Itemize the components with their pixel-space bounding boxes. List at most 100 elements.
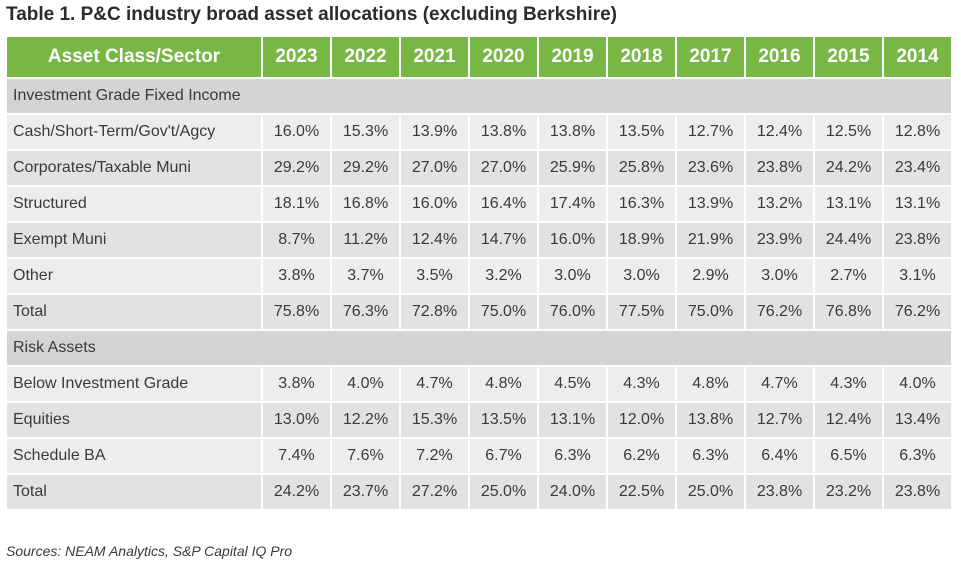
row-label: Structured bbox=[7, 187, 261, 221]
table-cell: 16.3% bbox=[608, 187, 675, 221]
table-cell: 23.6% bbox=[677, 151, 744, 185]
table-cell: 23.2% bbox=[815, 475, 882, 509]
table-cell: 4.8% bbox=[470, 367, 537, 401]
table-cell: 3.2% bbox=[470, 259, 537, 293]
table-row: Equities 13.0% 12.2% 15.3% 13.5% 13.1% 12.0% 13… bbox=[7, 403, 951, 437]
table-cell: 12.0% bbox=[608, 403, 675, 437]
table-cell: 4.3% bbox=[608, 367, 675, 401]
table-cell: 4.7% bbox=[401, 367, 468, 401]
asset-allocation-table: Asset Class/Sector 2023 2022 2021 2020 2019 20… bbox=[5, 35, 953, 511]
table-row: Schedule BA 7.4% 7.6% 7.2% 6.7% 6.3% 6.2% 6.3% 6… bbox=[7, 439, 951, 473]
table-row: Structured 18.1% 16.8% 16.0% 16.4% 17.4% 16.3%… bbox=[7, 187, 951, 221]
table-cell: 3.5% bbox=[401, 259, 468, 293]
table-cell: 6.7% bbox=[470, 439, 537, 473]
table-cell: 4.5% bbox=[539, 367, 606, 401]
row-label: Total bbox=[7, 475, 261, 509]
table-cell: 23.7% bbox=[332, 475, 399, 509]
row-label: Corporates/Taxable Muni bbox=[7, 151, 261, 185]
column-header-asset-class: Asset Class/Sector bbox=[7, 37, 261, 77]
table-cell: 4.7% bbox=[746, 367, 813, 401]
table-cell: 24.4% bbox=[815, 223, 882, 257]
column-header-year: 2015 bbox=[815, 37, 882, 77]
section-label: Risk Assets bbox=[7, 331, 951, 365]
table-cell: 23.8% bbox=[884, 223, 951, 257]
table-row: Other 3.8% 3.7% 3.5% 3.2% 3.0% 3.0% 2.9% 3.0% 2.7… bbox=[7, 259, 951, 293]
header-row: Asset Class/Sector 2023 2022 2021 2020 2019 20… bbox=[7, 37, 951, 77]
table-cell: 24.0% bbox=[539, 475, 606, 509]
table-cell: 12.7% bbox=[746, 403, 813, 437]
table-cell: 17.4% bbox=[539, 187, 606, 221]
table-cell: 12.4% bbox=[815, 403, 882, 437]
table-cell: 3.0% bbox=[608, 259, 675, 293]
table-cell: 25.0% bbox=[470, 475, 537, 509]
table-cell: 27.0% bbox=[401, 151, 468, 185]
table-cell: 18.9% bbox=[608, 223, 675, 257]
table-cell: 12.4% bbox=[746, 115, 813, 149]
table-cell: 13.1% bbox=[815, 187, 882, 221]
table-cell: 23.8% bbox=[746, 151, 813, 185]
table-cell: 12.5% bbox=[815, 115, 882, 149]
table-cell: 13.5% bbox=[608, 115, 675, 149]
table-cell: 76.0% bbox=[539, 295, 606, 329]
table-cell: 13.1% bbox=[884, 187, 951, 221]
column-header-year: 2017 bbox=[677, 37, 744, 77]
table-cell: 2.7% bbox=[815, 259, 882, 293]
table-row: Below Investment Grade 3.8% 4.0% 4.7% 4.8% 4.… bbox=[7, 367, 951, 401]
table-cell: 13.5% bbox=[470, 403, 537, 437]
table-title: Table 1. P&C industry broad asset alloca… bbox=[6, 4, 617, 25]
table-cell: 29.2% bbox=[332, 151, 399, 185]
table-cell: 13.8% bbox=[470, 115, 537, 149]
row-label: Below Investment Grade bbox=[7, 367, 261, 401]
table-cell: 6.2% bbox=[608, 439, 675, 473]
column-header-year: 2022 bbox=[332, 37, 399, 77]
column-header-year: 2019 bbox=[539, 37, 606, 77]
table-cell: 13.2% bbox=[746, 187, 813, 221]
column-header-year: 2023 bbox=[263, 37, 330, 77]
table-cell: 8.7% bbox=[263, 223, 330, 257]
section-row: Risk Assets bbox=[7, 331, 951, 365]
table-cell: 13.8% bbox=[677, 403, 744, 437]
table-cell: 13.9% bbox=[677, 187, 744, 221]
table-cell: 76.2% bbox=[746, 295, 813, 329]
table-cell: 24.2% bbox=[263, 475, 330, 509]
table-cell: 23.4% bbox=[884, 151, 951, 185]
table-cell: 12.2% bbox=[332, 403, 399, 437]
table-cell: 22.5% bbox=[608, 475, 675, 509]
table-cell: 77.5% bbox=[608, 295, 675, 329]
table-row: Cash/Short-Term/Gov't/Agcy 16.0% 15.3% 13.9… bbox=[7, 115, 951, 149]
table-cell: 14.7% bbox=[470, 223, 537, 257]
table-cell: 16.0% bbox=[539, 223, 606, 257]
table-cell: 6.3% bbox=[677, 439, 744, 473]
table-cell: 21.9% bbox=[677, 223, 744, 257]
table-cell: 3.8% bbox=[263, 259, 330, 293]
table-cell: 13.9% bbox=[401, 115, 468, 149]
table-cell: 4.8% bbox=[677, 367, 744, 401]
table-cell: 6.3% bbox=[884, 439, 951, 473]
table-cell: 25.9% bbox=[539, 151, 606, 185]
table-cell: 72.8% bbox=[401, 295, 468, 329]
table-cell: 27.0% bbox=[470, 151, 537, 185]
table-cell: 12.8% bbox=[884, 115, 951, 149]
table-cell: 76.2% bbox=[884, 295, 951, 329]
table-cell: 16.0% bbox=[263, 115, 330, 149]
table-cell: 13.0% bbox=[263, 403, 330, 437]
table-row: Total 75.8% 76.3% 72.8% 75.0% 76.0% 77.5% 75.0%… bbox=[7, 295, 951, 329]
table-cell: 6.5% bbox=[815, 439, 882, 473]
section-label: Investment Grade Fixed Income bbox=[7, 79, 951, 113]
column-header-year: 2016 bbox=[746, 37, 813, 77]
table-cell: 15.3% bbox=[332, 115, 399, 149]
table-cell: 24.2% bbox=[815, 151, 882, 185]
table-cell: 75.8% bbox=[263, 295, 330, 329]
table-cell: 11.2% bbox=[332, 223, 399, 257]
table-cell: 3.1% bbox=[884, 259, 951, 293]
row-label: Total bbox=[7, 295, 261, 329]
table-row: Exempt Muni 8.7% 11.2% 12.4% 14.7% 16.0% 18.9%… bbox=[7, 223, 951, 257]
table-cell: 12.4% bbox=[401, 223, 468, 257]
column-header-year: 2020 bbox=[470, 37, 537, 77]
row-label: Schedule BA bbox=[7, 439, 261, 473]
table-cell: 29.2% bbox=[263, 151, 330, 185]
table-cell: 7.2% bbox=[401, 439, 468, 473]
table-row: Total 24.2% 23.7% 27.2% 25.0% 24.0% 22.5% 25.0%… bbox=[7, 475, 951, 509]
table-cell: 23.8% bbox=[746, 475, 813, 509]
table-cell: 25.0% bbox=[677, 475, 744, 509]
